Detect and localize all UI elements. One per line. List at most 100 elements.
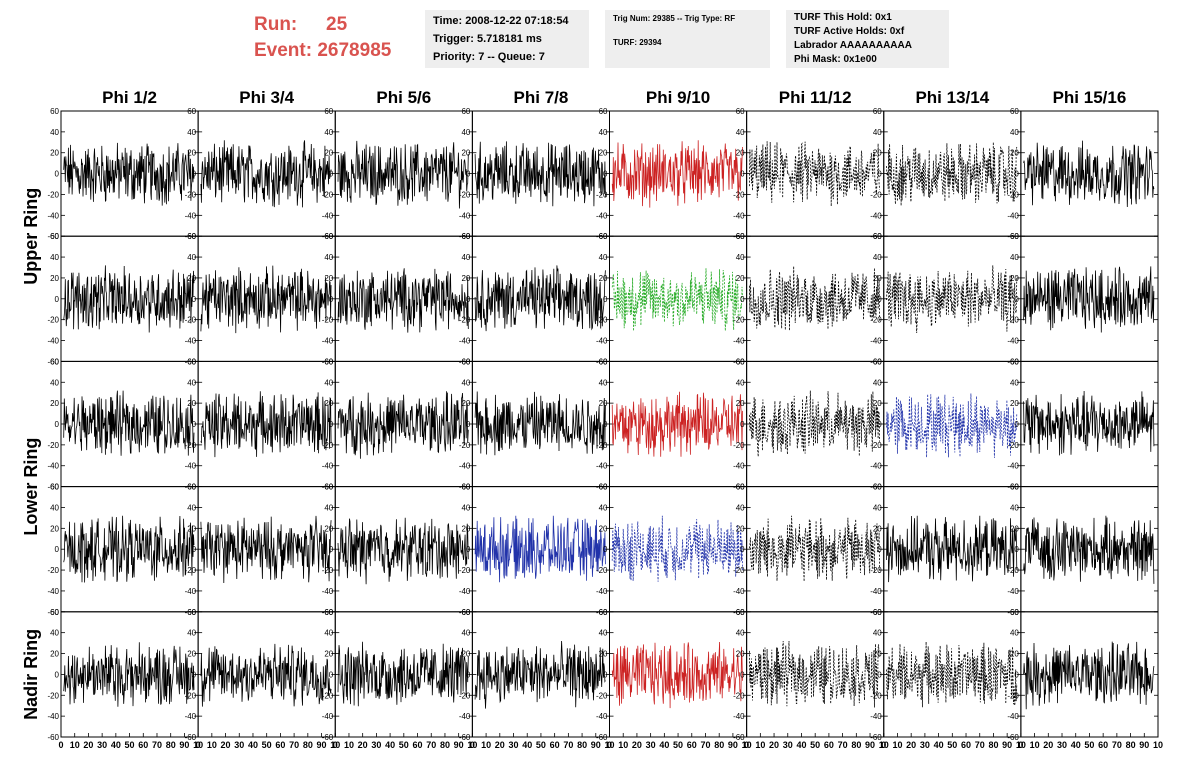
x-tick-label: 50: [536, 740, 546, 750]
waveform-series: [200, 391, 332, 458]
y-tick-label: -40: [322, 712, 334, 721]
x-tick-label: 80: [440, 740, 450, 750]
y-tick-label: 40: [187, 503, 196, 512]
y-tick-label: -40: [459, 587, 471, 596]
y-tick-label: -40: [185, 712, 197, 721]
x-tick-label: 10: [604, 740, 614, 750]
y-tick-label: 20: [50, 650, 59, 659]
time-info-box: Time: 2008-12-22 07:18:54 Trigger: 5.718…: [425, 10, 589, 68]
x-tick-label: 50: [673, 740, 683, 750]
y-tick-label: -20: [459, 441, 471, 450]
y-tick-label: -20: [1007, 691, 1019, 700]
y-tick-label: -40: [870, 211, 882, 220]
y-tick-label: -40: [322, 211, 334, 220]
y-tick-label: -60: [47, 483, 59, 492]
y-tick-label: 40: [461, 378, 470, 387]
y-tick-label: 20: [324, 149, 333, 158]
y-tick-label: 60: [599, 608, 608, 617]
x-tick-label: 50: [399, 740, 409, 750]
y-tick-label: -40: [1007, 211, 1019, 220]
x-tick-label: 30: [646, 740, 656, 750]
x-tick-label: 10: [742, 740, 752, 750]
y-tick-label: 0: [877, 420, 882, 429]
y-tick-label: 40: [461, 629, 470, 638]
column-title: Phi 7/8: [514, 88, 569, 107]
y-tick-label: 60: [187, 107, 196, 116]
y-tick-label: -60: [870, 608, 882, 617]
y-tick-label: -20: [733, 190, 745, 199]
column-title: Phi 9/10: [646, 88, 710, 107]
y-tick-label: -20: [596, 566, 608, 575]
y-tick-label: 40: [50, 378, 59, 387]
y-tick-label: 20: [50, 399, 59, 408]
priority-line: Priority: 7 -- Queue: 7: [433, 51, 545, 63]
y-tick-label: 0: [55, 545, 60, 554]
x-tick-label: 20: [769, 740, 779, 750]
turf-active-line: TURF Active Holds: 0xf: [794, 26, 905, 37]
y-tick-label: -60: [870, 232, 882, 241]
y-tick-label: -20: [733, 691, 745, 700]
panel-frame: [746, 611, 885, 738]
y-tick-label: -20: [870, 691, 882, 700]
y-tick-label: 60: [599, 357, 608, 366]
waveform-series: [474, 640, 606, 709]
y-tick-label: 20: [324, 524, 333, 533]
y-tick-label: -20: [185, 190, 197, 199]
y-tick-label: 0: [740, 545, 745, 554]
waveform-series: [886, 393, 1018, 458]
y-tick-label: 20: [599, 399, 608, 408]
x-tick-label: 90: [1002, 740, 1012, 750]
x-tick-label: 40: [796, 740, 806, 750]
y-tick-label: 60: [324, 357, 333, 366]
y-tick-label: -40: [1007, 337, 1019, 346]
y-tick-label: 0: [1014, 420, 1019, 429]
waveform-series: [474, 141, 606, 207]
row-label: Nadir Ring: [21, 629, 41, 720]
y-tick-label: -20: [1007, 190, 1019, 199]
y-tick-label: -60: [185, 232, 197, 241]
y-tick-label: 0: [740, 670, 745, 679]
waveform-series: [1023, 140, 1155, 208]
y-tick-label: -40: [459, 211, 471, 220]
x-tick-label: 10: [892, 740, 902, 750]
x-tick-label: 20: [221, 740, 231, 750]
x-tick-label: 60: [138, 740, 148, 750]
y-tick-label: -60: [1007, 232, 1019, 241]
x-tick-label: 60: [824, 740, 834, 750]
x-tick-label: 0: [607, 740, 612, 750]
y-tick-label: 60: [50, 232, 59, 241]
y-tick-label: -60: [1007, 733, 1019, 742]
x-tick-label: 10: [481, 740, 491, 750]
y-tick-label: -20: [459, 190, 471, 199]
x-tick-label: 70: [426, 740, 436, 750]
waveform-series: [337, 268, 469, 333]
y-tick-label: -60: [733, 232, 745, 241]
y-tick-label: 20: [187, 524, 196, 533]
y-tick-label: 0: [192, 670, 197, 679]
y-tick-label: -20: [1007, 316, 1019, 325]
x-tick-label: 90: [728, 740, 738, 750]
phi-mask-line: Phi Mask: 0x1e00: [794, 54, 877, 65]
y-tick-label: -40: [47, 337, 59, 346]
y-tick-label: 40: [873, 128, 882, 137]
y-tick-label: 20: [461, 524, 470, 533]
x-tick-label: 70: [1112, 740, 1122, 750]
waveform-series: [1023, 266, 1155, 333]
row-label: Upper Ring: [21, 188, 41, 285]
y-tick-label: 0: [329, 170, 334, 179]
y-tick-label: 20: [736, 399, 745, 408]
y-tick-label: -60: [596, 608, 608, 617]
y-tick-label: 60: [187, 232, 196, 241]
waveform-series: [1023, 515, 1155, 584]
event-label: Event:: [254, 40, 313, 61]
y-tick-label: 40: [599, 503, 608, 512]
row-label: Lower Ring: [21, 438, 41, 536]
y-tick-label: -20: [733, 566, 745, 575]
column-title: Phi 3/4: [239, 88, 294, 107]
y-tick-label: 0: [329, 420, 334, 429]
x-tick-label: 50: [125, 740, 135, 750]
y-tick-label: -20: [596, 441, 608, 450]
y-tick-label: -20: [322, 691, 334, 700]
run-label: Run:: [254, 14, 298, 35]
y-tick-label: 60: [50, 107, 59, 116]
